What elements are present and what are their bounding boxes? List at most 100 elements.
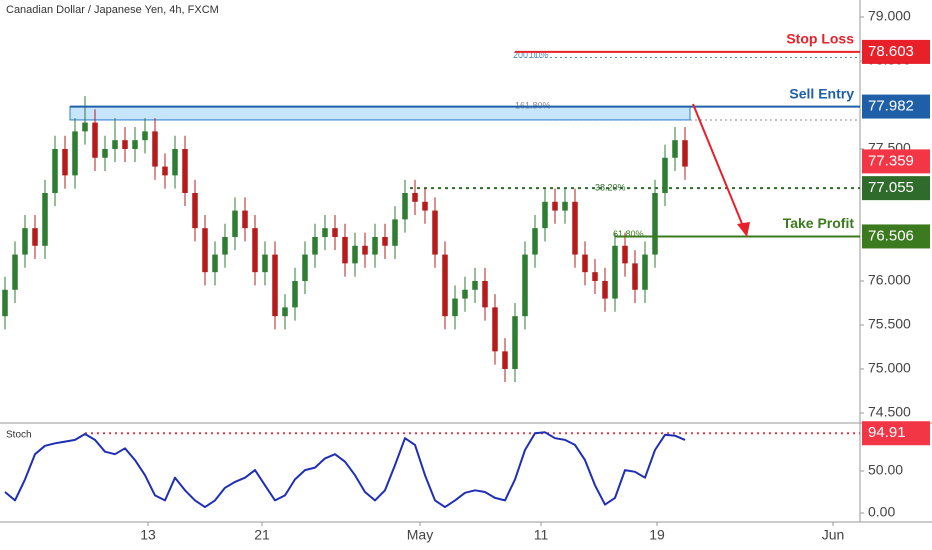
candle-body (172, 148, 178, 176)
candle-body (252, 228, 258, 273)
y-tick-label: 74.500 (868, 404, 911, 420)
stoch-label: Stoch (6, 430, 32, 441)
candle-body (632, 263, 638, 290)
current-price-label: 77.359 (868, 152, 914, 169)
candle-body (102, 148, 108, 158)
level-price-label: 78.603 (868, 43, 914, 60)
candle-body (12, 254, 18, 290)
candle-body (272, 254, 278, 317)
candle-body (92, 122, 98, 158)
candle-body (312, 236, 318, 255)
candle-body (612, 245, 618, 299)
candle-body (412, 192, 418, 202)
y-tick-label: 75.500 (868, 316, 911, 332)
candle-body (192, 192, 198, 229)
candle-body (302, 254, 308, 281)
x-tick-label: 21 (254, 527, 270, 543)
candle-body (32, 228, 38, 246)
candle-body (492, 307, 498, 352)
candle-body (462, 289, 468, 299)
y-tick-label: 76.000 (868, 272, 911, 288)
candle-body (212, 254, 218, 273)
candle-body (672, 140, 678, 158)
candle-body (142, 131, 148, 141)
candle-body (562, 201, 568, 211)
candle-body (342, 236, 348, 264)
fib-price-label: 77.055 (868, 179, 914, 196)
candle-body (572, 201, 578, 255)
x-tick-label: 13 (140, 527, 156, 543)
candle-body (72, 131, 78, 176)
candle-body (422, 201, 428, 211)
candle-body (222, 236, 228, 255)
candle-body (62, 148, 68, 176)
candle-body (22, 228, 28, 255)
level-price-box (862, 94, 930, 119)
candle-body (502, 351, 508, 369)
level-price-label: 77.982 (868, 98, 914, 115)
candle-body (292, 280, 298, 308)
y-tick-label: 50.00 (868, 462, 903, 478)
fib-price-box (862, 176, 930, 201)
x-tick-label: May (407, 527, 433, 543)
x-tick-label: 11 (534, 527, 549, 543)
stoch-value-box (862, 421, 930, 446)
candle-body (662, 157, 668, 193)
candle-body (452, 298, 458, 317)
y-tick-label: 75.000 (868, 360, 911, 376)
candle-body (2, 289, 8, 317)
candle-body (442, 254, 448, 317)
candle-body (512, 316, 518, 369)
candle-body (122, 140, 128, 149)
trade-arrow (692, 103, 750, 237)
y-tick-label: 0.00 (868, 504, 895, 520)
arrow-shaft (692, 103, 746, 232)
level-price-label: 76.506 (868, 227, 914, 244)
fib-label: 161.80% (515, 100, 551, 110)
level-name: Take Profit (783, 215, 855, 231)
fib-label: 38.20% (595, 183, 626, 193)
y-tick-label: 79.000 (868, 8, 911, 24)
candle-body (332, 228, 338, 237)
candle-body (432, 210, 438, 255)
candle-body (602, 280, 608, 299)
candle-body (652, 192, 658, 255)
candle-body (322, 228, 328, 237)
candle-body (202, 228, 208, 273)
candle-body (362, 245, 368, 255)
current-price-box (862, 149, 930, 174)
candle-body (582, 254, 588, 273)
stoch-line (4, 431, 686, 509)
candle-body (162, 166, 168, 176)
candle-body (352, 245, 358, 264)
plot: 74.50075.00075.50076.00077.50078.50079.0… (2, 8, 930, 543)
candle-body (152, 131, 158, 167)
candle-body (642, 254, 648, 290)
candle-body (682, 140, 688, 167)
candle-body (182, 148, 188, 193)
candle-body (242, 210, 248, 229)
candle-body (112, 140, 118, 149)
candle-body (542, 201, 548, 229)
fib-label: 61.80% (613, 229, 644, 239)
candle-body (622, 245, 628, 264)
candle-body (372, 236, 378, 255)
candle-body (482, 280, 488, 308)
candle-body (132, 140, 138, 149)
level-name: Stop Loss (786, 31, 854, 47)
candle-body (52, 148, 58, 193)
candle-body (82, 122, 88, 132)
candle-body (232, 210, 238, 237)
stoch-value-label: 94.91 (868, 424, 906, 441)
chart-title: Canadian Dollar / Japanese Yen, 4h, FXCM (6, 4, 219, 16)
candle-body (552, 201, 558, 211)
candle-body (532, 228, 538, 255)
candle-body (42, 192, 48, 246)
entry-zone (69, 106, 691, 121)
candle-body (392, 219, 398, 246)
x-tick-label: Jun (822, 527, 845, 543)
candle-body (382, 236, 388, 246)
x-tick-label: 19 (649, 527, 665, 543)
